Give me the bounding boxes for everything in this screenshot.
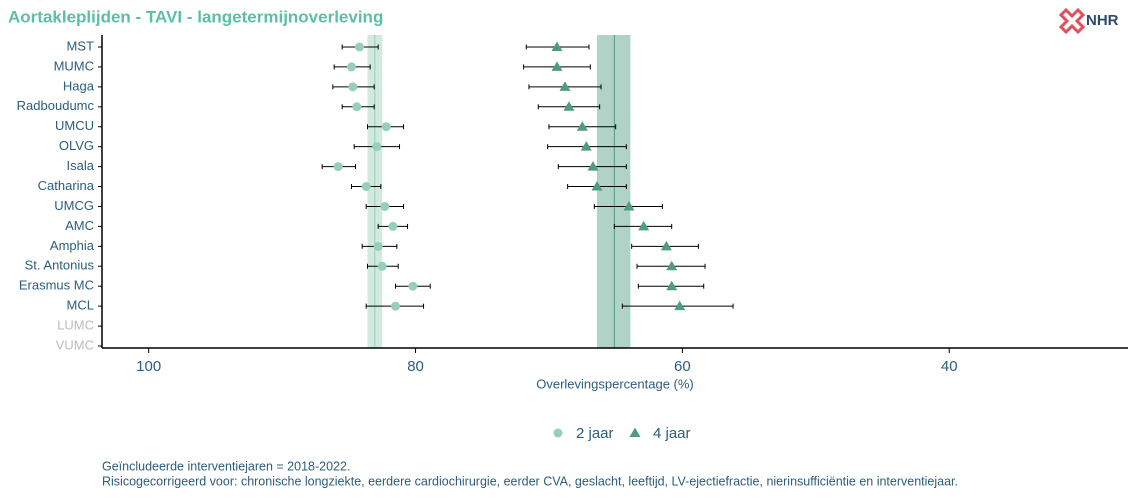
data-point (580, 141, 592, 151)
data-point (346, 62, 356, 72)
footnote: Risicogecorrigeerd voor: chronische long… (102, 474, 958, 488)
y-tick-label: Isala (67, 158, 95, 173)
x-tick-label: 80 (407, 358, 424, 375)
y-tick-label: MST (67, 38, 95, 53)
x-axis-title: Overlevingspercentage (%) (536, 376, 694, 391)
legend-marker (629, 427, 641, 437)
y-tick-label: Radboudumc (17, 98, 95, 113)
data-point (361, 182, 371, 192)
logo: NHR (1058, 7, 1119, 35)
y-tick-label: Catharina (38, 178, 95, 193)
data-point (666, 280, 678, 291)
data-point (576, 121, 588, 131)
data-point (551, 41, 563, 51)
y-tick-label: VUMC (56, 337, 94, 352)
data-point (563, 101, 575, 111)
data-point (591, 181, 603, 191)
x-tick-label: 100 (136, 358, 161, 375)
legend-marker (553, 428, 563, 438)
y-tick-label: LUMC (57, 318, 94, 333)
data-point (377, 261, 387, 271)
chart-title: Aortakleplijden - TAVI - langetermijnove… (8, 7, 383, 26)
y-tick-label: OLVG (59, 138, 94, 153)
legend-label: 4 jaar (653, 425, 691, 442)
data-point (660, 240, 672, 251)
data-point (352, 102, 362, 112)
data-point (348, 82, 358, 92)
data-point (380, 201, 390, 211)
x-tick-label: 40 (941, 358, 958, 375)
legend-label: 2 jaar (576, 425, 614, 442)
data-point (372, 142, 382, 152)
data-point (333, 162, 343, 172)
data-point (638, 220, 650, 231)
national-band (596, 35, 631, 348)
y-tick-label: UMCG (54, 198, 94, 213)
data-point (355, 42, 365, 52)
data-point (623, 200, 635, 211)
data-point (381, 122, 391, 132)
data-point (391, 301, 401, 311)
footnote: Geïncludeerde interventiejaren = 2018-20… (102, 459, 350, 473)
data-point (373, 241, 383, 251)
y-tick-label: Haga (63, 78, 95, 93)
logo-icon (1058, 7, 1086, 35)
y-tick-label: MCL (67, 298, 94, 313)
y-tick-label: AMC (65, 218, 94, 233)
logo-text: NHR (1086, 12, 1119, 29)
x-tick-label: 60 (674, 358, 691, 375)
data-point (559, 81, 571, 91)
y-tick-label: UMCU (55, 118, 94, 133)
data-point (666, 260, 678, 271)
y-tick-label: MUMC (54, 58, 94, 73)
data-point (587, 161, 599, 171)
data-point (551, 61, 563, 71)
y-tick-label: Erasmus MC (19, 278, 94, 293)
data-point (674, 300, 686, 311)
data-point (388, 221, 398, 231)
y-tick-label: Amphia (50, 238, 95, 253)
data-point (408, 281, 418, 291)
y-tick-label: St. Antonius (25, 258, 95, 273)
